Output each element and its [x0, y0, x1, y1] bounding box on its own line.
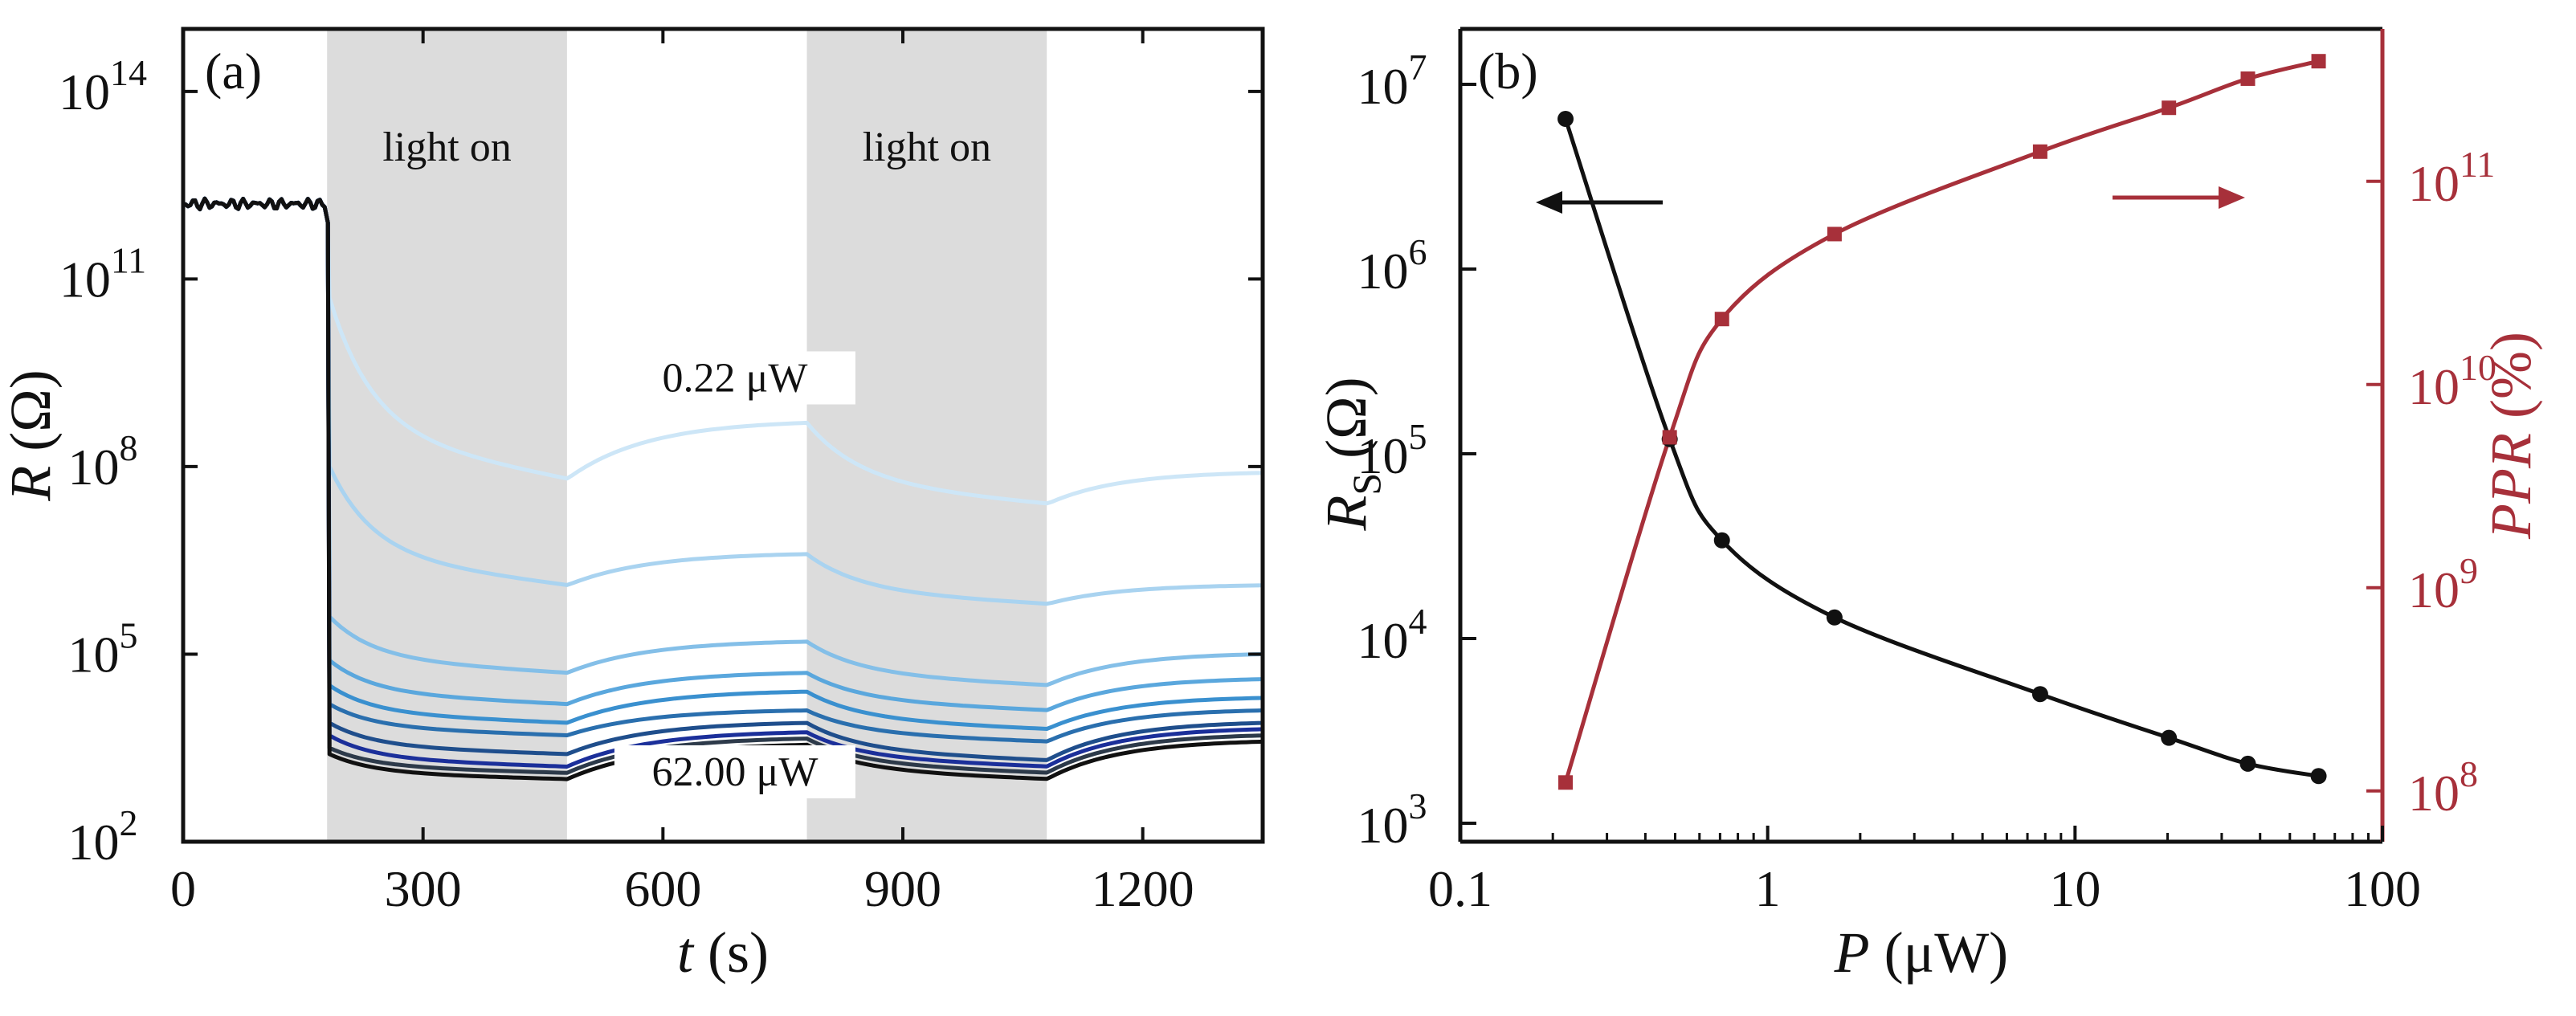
y-right-tick-label-b-0: 108 — [2408, 753, 2478, 822]
y-right-tick-label-b-3-exponent: 11 — [2460, 144, 2495, 185]
y-left-tick-label-b-1: 104 — [1357, 601, 1427, 669]
y-right-tick-label-b-0-exponent: 8 — [2460, 753, 2478, 794]
rs-fit-line — [1563, 118, 2320, 778]
y-tick-label-a-2-mantissa: 10 — [68, 439, 120, 496]
power-annotation-1: 62.00 μW — [651, 749, 818, 795]
plot-frame-a — [181, 27, 1265, 844]
y-left-tick-label-b-2-exponent: 5 — [1409, 416, 1427, 457]
ppr-point-0 — [1558, 775, 1574, 790]
ppr-point-4 — [2032, 144, 2047, 159]
y-axis-unit-a: (Ω) — [0, 369, 63, 465]
y-tick-label-a-0: 102 — [68, 802, 138, 871]
y-left-tick-label-b-4-mantissa: 10 — [1357, 58, 1409, 115]
x-axis-var-b: P — [1834, 920, 1870, 985]
y-left-tick-label-b-2-mantissa: 10 — [1357, 427, 1409, 484]
y-tick-label-a-4: 1014 — [59, 52, 147, 120]
rs-point-5 — [2161, 729, 2178, 746]
y-left-axis-title-b: RS (Ω) — [1314, 377, 1389, 531]
right-arrow-icon — [2219, 186, 2245, 209]
x-tick-label-a-3: 900 — [864, 860, 941, 917]
x-axis-unit-b: (μW) — [1870, 920, 2009, 985]
y-tick-label-a-3-exponent: 11 — [111, 239, 146, 280]
x-tick-label-a-2: 600 — [624, 860, 701, 917]
light-on-label-0: light on — [382, 124, 511, 170]
y-tick-label-a-1-mantissa: 10 — [68, 626, 120, 683]
rs-point-2 — [1713, 532, 1730, 549]
y-right-axis-title-b: PPR (%) — [2479, 332, 2543, 540]
x-axis-title-a: t (s) — [677, 920, 769, 985]
y-left-tick-label-b-1-exponent: 4 — [1409, 601, 1427, 642]
y-left-tick-label-b-0-mantissa: 10 — [1357, 797, 1409, 854]
y-left-axis-var-b: R — [1314, 496, 1378, 532]
ppr-point-2 — [1714, 312, 1729, 327]
y-right-axis-unit-b: (%) — [2479, 332, 2543, 433]
rs-point-3 — [1826, 609, 1843, 626]
y-right-tick-label-b-3-mantissa: 10 — [2408, 155, 2460, 212]
rs-point-4 — [2031, 686, 2048, 703]
y-right-tick-label-b-3: 1011 — [2408, 144, 2495, 212]
ppr-point-6 — [2240, 71, 2256, 86]
y-left-tick-label-b-1-mantissa: 10 — [1357, 612, 1409, 669]
y-tick-label-a-0-exponent: 2 — [120, 802, 138, 843]
y-tick-label-a-1: 105 — [68, 614, 138, 683]
y-left-tick-label-b-0-exponent: 3 — [1409, 785, 1427, 826]
y-left-tick-label-b-3-exponent: 6 — [1409, 231, 1427, 272]
ppr-fit-line — [1563, 59, 2320, 784]
rs-point-0 — [1557, 111, 1574, 128]
y-tick-label-a-4-exponent: 14 — [110, 52, 147, 93]
light-on-label-1: light on — [863, 124, 991, 170]
y-right-tick-label-b-1-mantissa: 10 — [2408, 561, 2460, 618]
panel-label-b: (b) — [1478, 43, 1538, 100]
x-tick-label-a-4: 1200 — [1092, 860, 1194, 917]
left-arrow-icon — [1536, 191, 1562, 214]
ppr-point-5 — [2162, 100, 2177, 116]
y-right-tick-label-b-0-mantissa: 10 — [2408, 765, 2460, 822]
y-tick-label-a-3-mantissa: 10 — [59, 251, 111, 308]
y-left-tick-label-b-4-exponent: 7 — [1409, 47, 1427, 88]
ppr-point-7 — [2311, 54, 2326, 69]
x-axis-var-a: t — [677, 920, 695, 985]
x-tick-label-b-1: 1 — [1755, 860, 1781, 917]
y-tick-label-a-2-exponent: 8 — [120, 427, 138, 468]
y-left-axis-subscript-b: S — [1344, 473, 1389, 496]
y-right-tick-label-b-1-exponent: 9 — [2460, 550, 2478, 591]
y-right-tick-label-b-2: 1010 — [2408, 347, 2496, 415]
y-left-tick-label-b-3-mantissa: 10 — [1357, 243, 1409, 300]
y-tick-label-a-1-exponent: 5 — [120, 614, 138, 655]
x-tick-label-a-0: 0 — [170, 860, 196, 917]
power-annotation-0: 0.22 μW — [662, 356, 807, 402]
y-tick-label-a-4-mantissa: 10 — [59, 63, 110, 120]
panel-label-a: (a) — [205, 43, 262, 100]
y-left-tick-label-b-0: 103 — [1357, 785, 1427, 854]
y-right-tick-label-b-1: 109 — [2408, 550, 2478, 618]
ppr-point-3 — [1827, 226, 1842, 242]
panel-b-chart: 0.1 1 10 10010310410510610710810910101011P … — [1314, 27, 2543, 985]
ppr-point-1 — [1662, 430, 1677, 445]
x-axis-title-b: P (μW) — [1834, 920, 2009, 985]
x-axis-unit-a: (s) — [693, 920, 769, 985]
light-on-region-0 — [327, 29, 567, 842]
y-left-axis-unit-b: (Ω) — [1314, 377, 1378, 472]
y-left-tick-label-b-4: 107 — [1357, 47, 1427, 115]
y-left-tick-label-b-2: 105 — [1357, 416, 1427, 484]
y-tick-label-a-2: 108 — [68, 427, 138, 496]
x-tick-label-a-1: 300 — [385, 860, 462, 917]
y-axis-title-a: R (Ω) — [0, 369, 63, 501]
rs-point-7 — [2310, 768, 2327, 785]
panel-a-chart: light on light on 0.22 μW 62.00 μW 0 300 600 90… — [0, 27, 1265, 985]
x-tick-label-b-3: 100 — [2344, 860, 2421, 917]
y-left-tick-label-b-3: 106 — [1357, 231, 1427, 300]
annotation-bg-0 — [614, 351, 855, 405]
x-tick-label-b-0: 0.1 — [1428, 860, 1492, 917]
annotation-bg-1 — [614, 745, 855, 798]
rs-point-6 — [2239, 755, 2256, 772]
y-axis-var-a: R — [0, 466, 63, 502]
x-tick-label-b-2: 10 — [2049, 860, 2100, 917]
y-right-tick-label-b-2-exponent: 10 — [2460, 347, 2496, 388]
y-tick-label-a-0-mantissa: 10 — [68, 814, 120, 871]
y-tick-label-a-3: 1011 — [59, 239, 146, 308]
y-right-axis-var-b: PPR — [2479, 433, 2543, 540]
y-right-tick-label-b-2-mantissa: 10 — [2408, 358, 2460, 415]
